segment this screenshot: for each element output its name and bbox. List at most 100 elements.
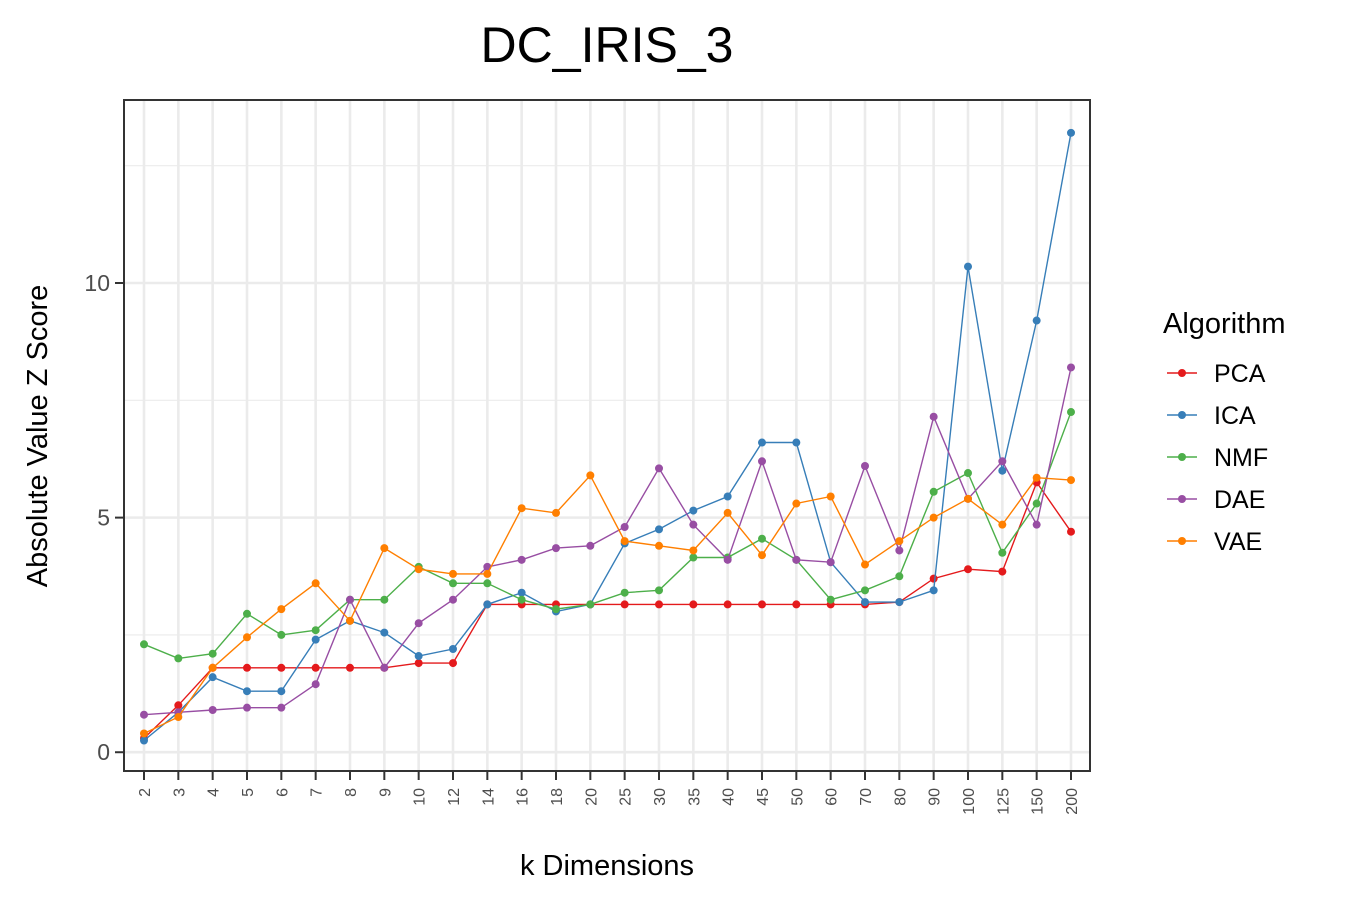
data-point	[449, 569, 457, 578]
data-point	[998, 457, 1007, 466]
data-point	[311, 635, 320, 644]
data-point	[517, 595, 526, 604]
data-point	[895, 598, 904, 607]
x-tick-label: 25	[618, 788, 635, 806]
x-tick-label: 2	[137, 788, 154, 797]
data-point	[655, 541, 663, 550]
x-tick-label: 3	[171, 788, 188, 797]
data-point	[826, 558, 835, 567]
data-point	[792, 499, 801, 508]
data-point	[517, 504, 526, 513]
data-point	[929, 513, 938, 522]
data-point	[414, 565, 423, 574]
legend-item-ica: ICA	[1167, 402, 1256, 430]
data-point	[689, 546, 698, 555]
legend-label: NMF	[1214, 444, 1268, 472]
data-point	[758, 534, 766, 543]
series-line	[143, 480, 1072, 739]
data-point	[620, 600, 629, 609]
data-point	[998, 466, 1007, 475]
data-point	[792, 438, 801, 447]
data-point	[277, 605, 286, 614]
x-tick-label: 125	[995, 788, 1012, 815]
x-tick-label: 9	[377, 788, 394, 797]
x-tick-label: 90	[927, 788, 944, 806]
data-point	[140, 640, 148, 649]
legend-item-pca: PCA	[1167, 360, 1266, 388]
data-point	[620, 537, 629, 546]
y-tick-label: 10	[84, 270, 110, 296]
data-point	[1032, 520, 1041, 529]
data-point	[826, 492, 835, 501]
data-point	[380, 595, 389, 604]
data-point	[758, 551, 766, 560]
data-point	[895, 546, 904, 555]
x-tick-label: 14	[480, 788, 497, 806]
data-point	[586, 471, 595, 480]
data-point	[998, 548, 1007, 557]
data-point	[929, 586, 938, 595]
x-tick-label: 5	[240, 788, 257, 797]
data-point	[895, 572, 904, 581]
data-point	[277, 630, 286, 639]
data-point	[277, 687, 286, 696]
data-point	[208, 673, 217, 682]
data-point	[311, 680, 320, 689]
data-point	[655, 600, 663, 609]
legend-key-point	[1178, 495, 1186, 503]
data-point	[1032, 499, 1041, 508]
legend-item-vae: VAE	[1167, 528, 1262, 556]
data-point	[861, 586, 869, 595]
data-point	[792, 555, 801, 564]
legend-key-point	[1178, 453, 1186, 461]
x-tick-label: 8	[343, 788, 360, 797]
data-point	[689, 520, 698, 529]
legend-item-nmf: NMF	[1167, 444, 1268, 472]
data-point	[483, 600, 492, 609]
data-point	[861, 598, 869, 607]
panel-border	[123, 99, 1091, 772]
data-point	[140, 729, 148, 738]
data-point	[929, 574, 938, 583]
legend-key-point	[1178, 537, 1186, 545]
legend-label: DAE	[1214, 486, 1265, 514]
data-point	[586, 600, 595, 609]
series-vae	[140, 471, 1075, 738]
data-point	[449, 659, 457, 668]
data-point	[449, 645, 457, 653]
data-point	[243, 609, 251, 618]
data-point	[723, 600, 732, 609]
data-point	[311, 626, 320, 635]
data-point	[552, 544, 560, 553]
data-point	[758, 457, 766, 466]
data-point	[140, 710, 148, 719]
data-point	[929, 487, 938, 496]
data-point	[243, 687, 251, 696]
data-point	[208, 706, 217, 714]
x-tick-label: 80	[892, 788, 909, 806]
data-point	[655, 586, 663, 595]
data-point	[964, 469, 972, 478]
series-line	[143, 132, 1072, 742]
x-tick-label: 6	[274, 788, 291, 797]
data-point	[346, 616, 354, 625]
data-point	[346, 663, 354, 672]
x-tick-label: 16	[515, 788, 532, 806]
series-line	[143, 367, 1072, 716]
data-point	[1067, 527, 1075, 536]
data-point	[174, 654, 183, 663]
legend-item-dae: DAE	[1167, 486, 1265, 514]
y-tick-label: 0	[97, 739, 110, 765]
x-tick-label: 200	[1064, 788, 1081, 815]
series-line	[143, 474, 1072, 735]
data-point	[380, 663, 389, 672]
x-tick-label: 100	[961, 788, 978, 815]
data-point	[414, 652, 423, 661]
x-tick-label: 40	[721, 788, 738, 806]
x-tick-label: 35	[686, 788, 703, 806]
data-point	[311, 579, 320, 588]
data-point	[277, 663, 286, 672]
data-point	[552, 605, 560, 614]
data-point	[758, 438, 766, 447]
